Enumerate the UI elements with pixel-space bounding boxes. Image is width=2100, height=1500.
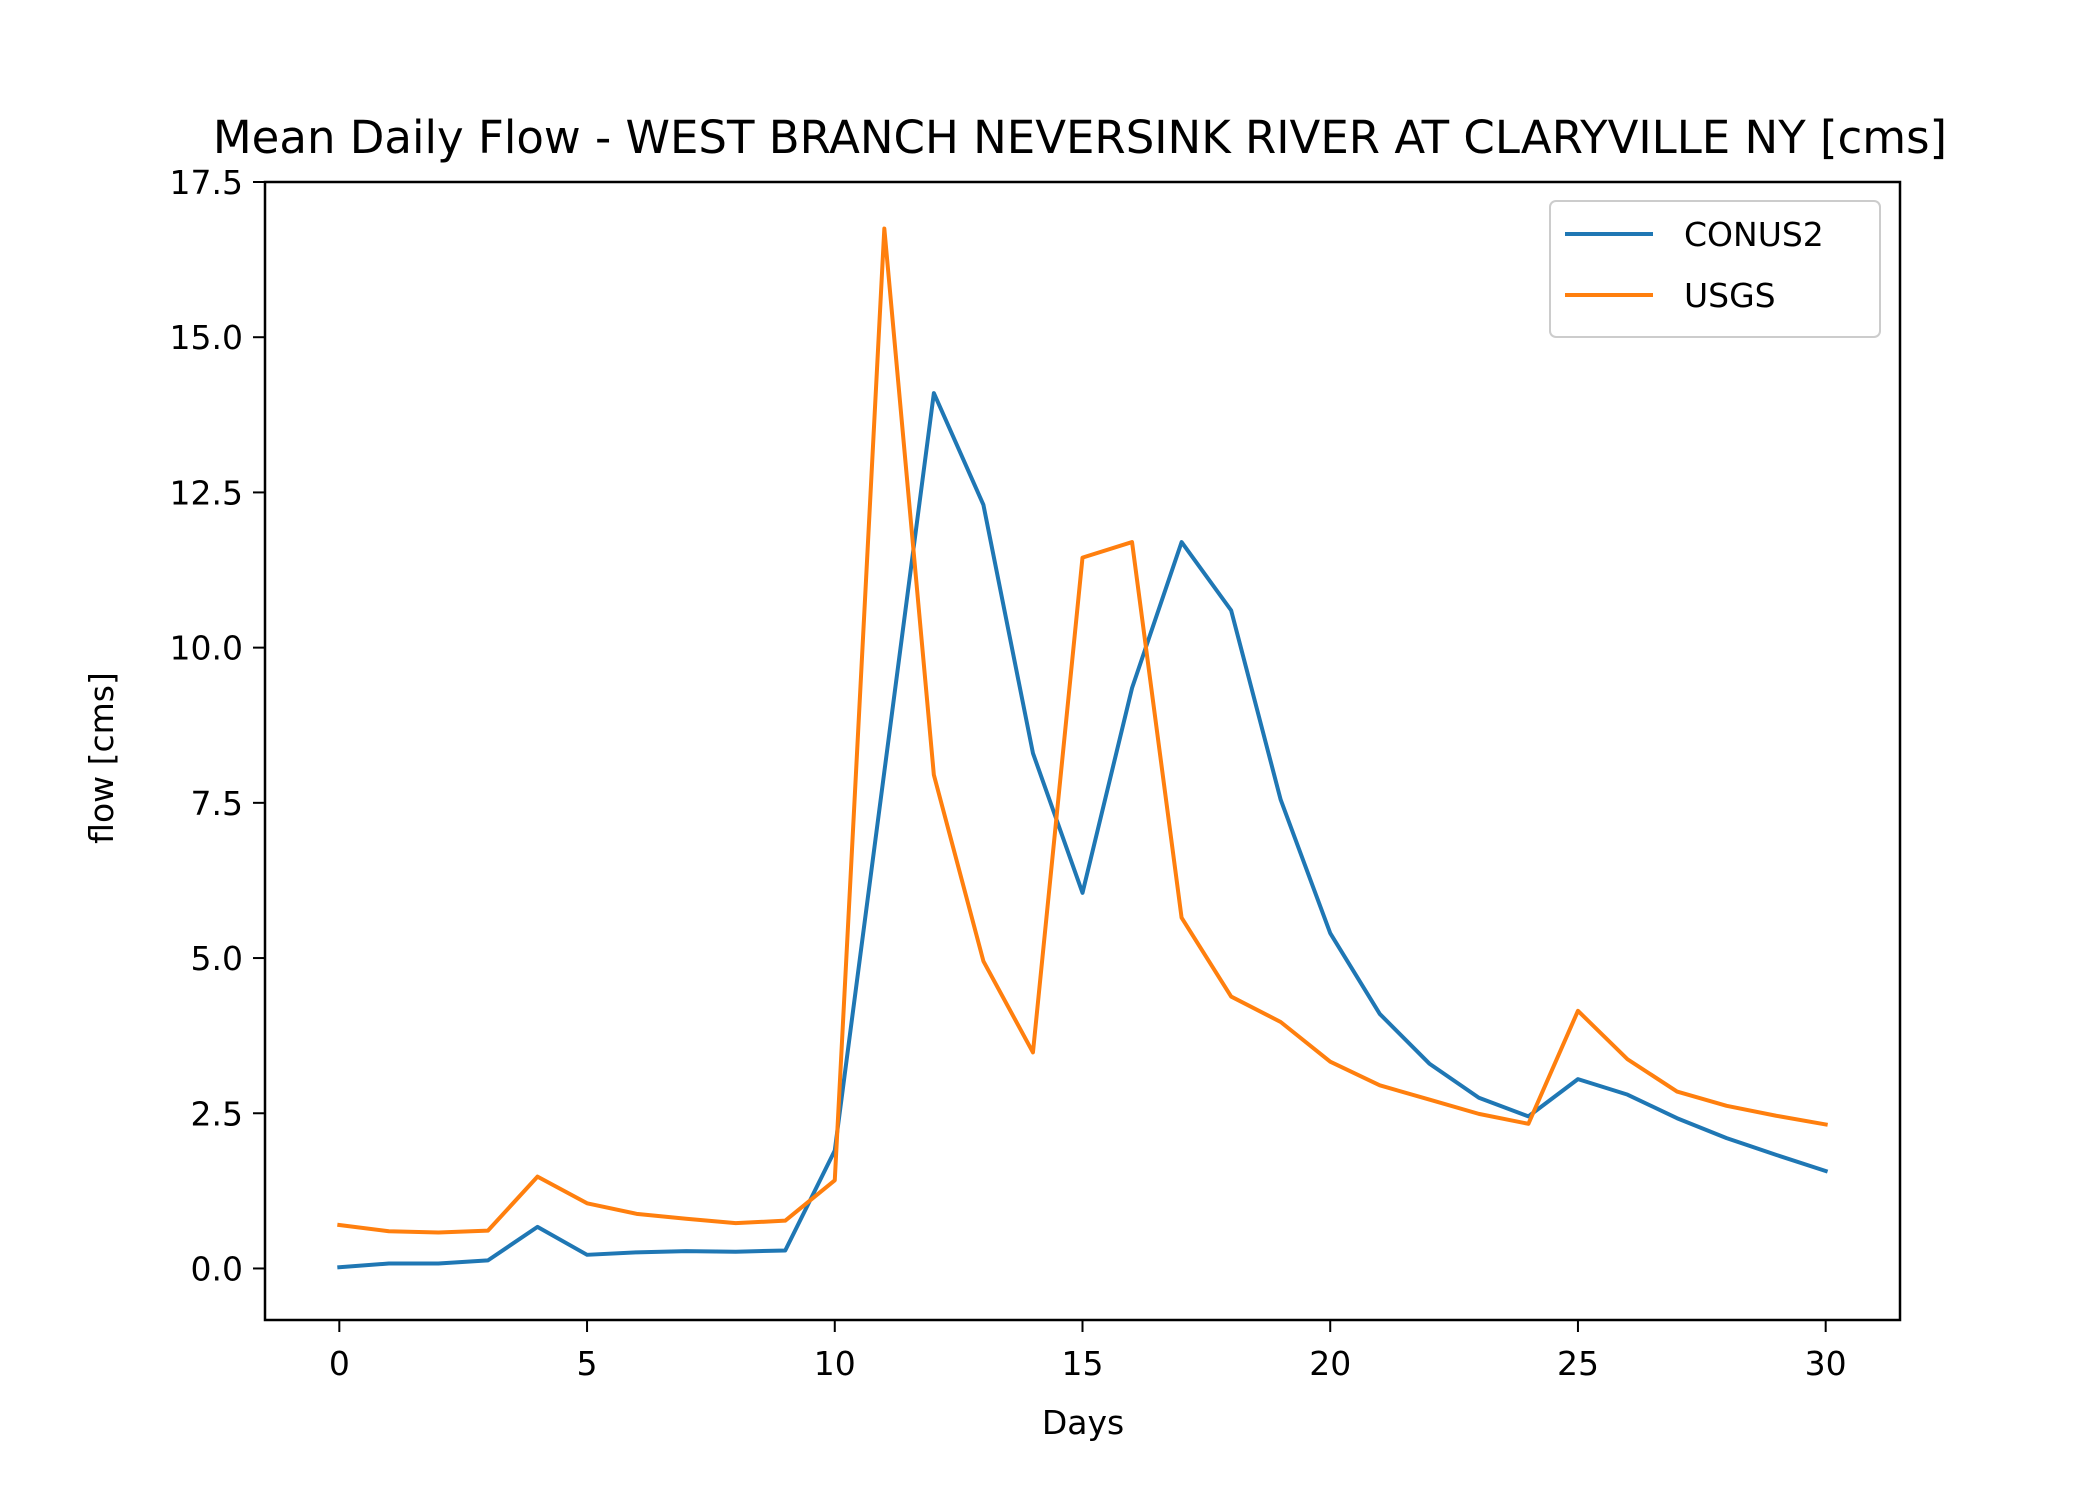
x-tick-label: 0 bbox=[329, 1344, 350, 1383]
x-tick-label: 30 bbox=[1805, 1344, 1847, 1383]
series-line-usgs bbox=[337, 226, 1828, 1235]
y-axis-label: flow [cms] bbox=[82, 672, 121, 844]
y-tick-label: 0.0 bbox=[191, 1249, 243, 1288]
x-tick-label: 5 bbox=[577, 1344, 598, 1383]
series-line-conus2 bbox=[337, 391, 1829, 1270]
series-lines bbox=[337, 226, 1829, 1270]
x-axis-label: Days bbox=[1042, 1403, 1124, 1442]
legend-label-usgs: USGS bbox=[1684, 276, 1776, 315]
y-tick-label: 15.0 bbox=[170, 318, 243, 357]
x-axis: 0 5 10 15 20 25 30 bbox=[329, 1320, 1847, 1383]
y-tick-label: 17.5 bbox=[170, 163, 243, 202]
y-tick-label: 2.5 bbox=[191, 1094, 243, 1133]
x-tick-label: 25 bbox=[1557, 1344, 1599, 1383]
y-tick-label: 10.0 bbox=[170, 629, 243, 668]
legend-label-conus2: CONUS2 bbox=[1684, 215, 1824, 254]
y-tick-label: 7.5 bbox=[191, 784, 243, 823]
x-tick-label: 20 bbox=[1309, 1344, 1351, 1383]
x-tick-label: 10 bbox=[814, 1344, 856, 1383]
y-axis: 0.0 2.5 5.0 7.5 10.0 12.5 15.0 17.5 bbox=[170, 163, 265, 1288]
legend: CONUS2 USGS bbox=[1549, 200, 1881, 338]
x-tick-label: 15 bbox=[1062, 1344, 1104, 1383]
y-tick-label: 12.5 bbox=[170, 473, 243, 512]
y-tick-label: 5.0 bbox=[191, 939, 243, 978]
chart-title: Mean Daily Flow - WEST BRANCH NEVERSINK … bbox=[213, 111, 1947, 164]
